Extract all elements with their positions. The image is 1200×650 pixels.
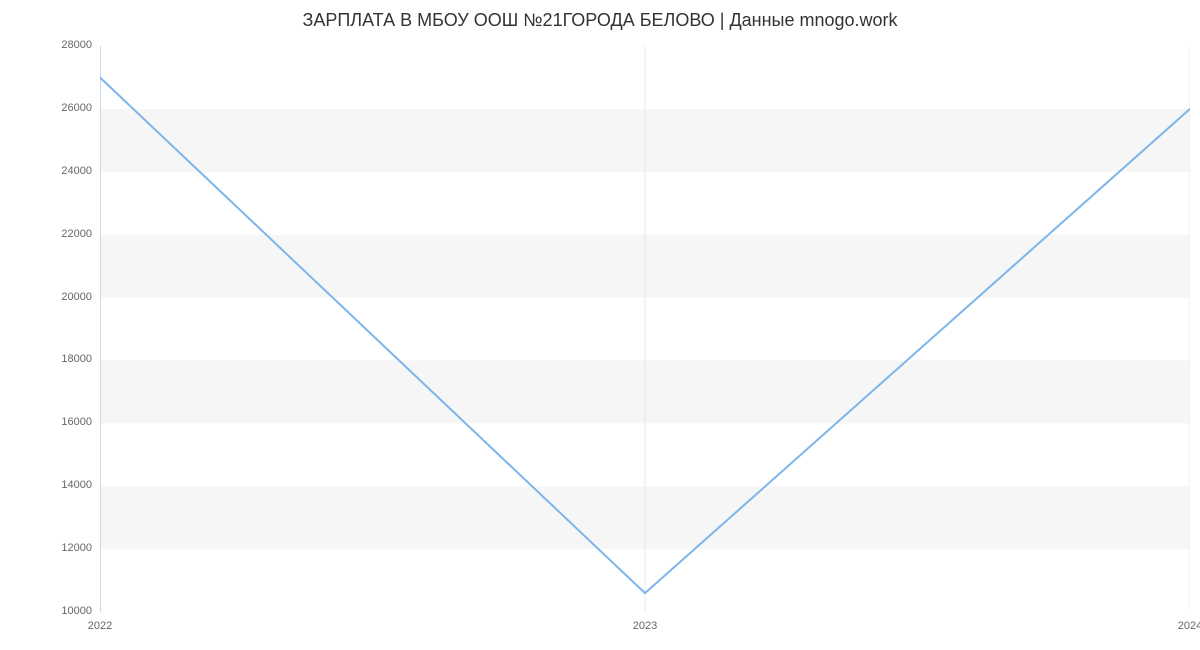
- y-tick-label: 16000: [42, 416, 92, 428]
- y-tick-label: 24000: [42, 165, 92, 177]
- x-tick-label: 2023: [633, 620, 657, 632]
- y-tick-label: 22000: [42, 228, 92, 240]
- x-tick-label: 2022: [88, 620, 112, 632]
- salary-line-chart: ЗАРПЛАТА В МБОУ ООШ №21ГОРОДА БЕЛОВО | Д…: [0, 0, 1200, 650]
- y-tick-label: 28000: [42, 39, 92, 51]
- chart-plot-area: [100, 46, 1190, 612]
- chart-title: ЗАРПЛАТА В МБОУ ООШ №21ГОРОДА БЕЛОВО | Д…: [0, 10, 1200, 31]
- y-tick-label: 10000: [42, 605, 92, 617]
- x-tick-label: 2024: [1178, 620, 1200, 632]
- y-tick-label: 18000: [42, 353, 92, 365]
- y-tick-label: 12000: [42, 542, 92, 554]
- y-tick-label: 20000: [42, 291, 92, 303]
- y-tick-label: 14000: [42, 479, 92, 491]
- y-tick-label: 26000: [42, 102, 92, 114]
